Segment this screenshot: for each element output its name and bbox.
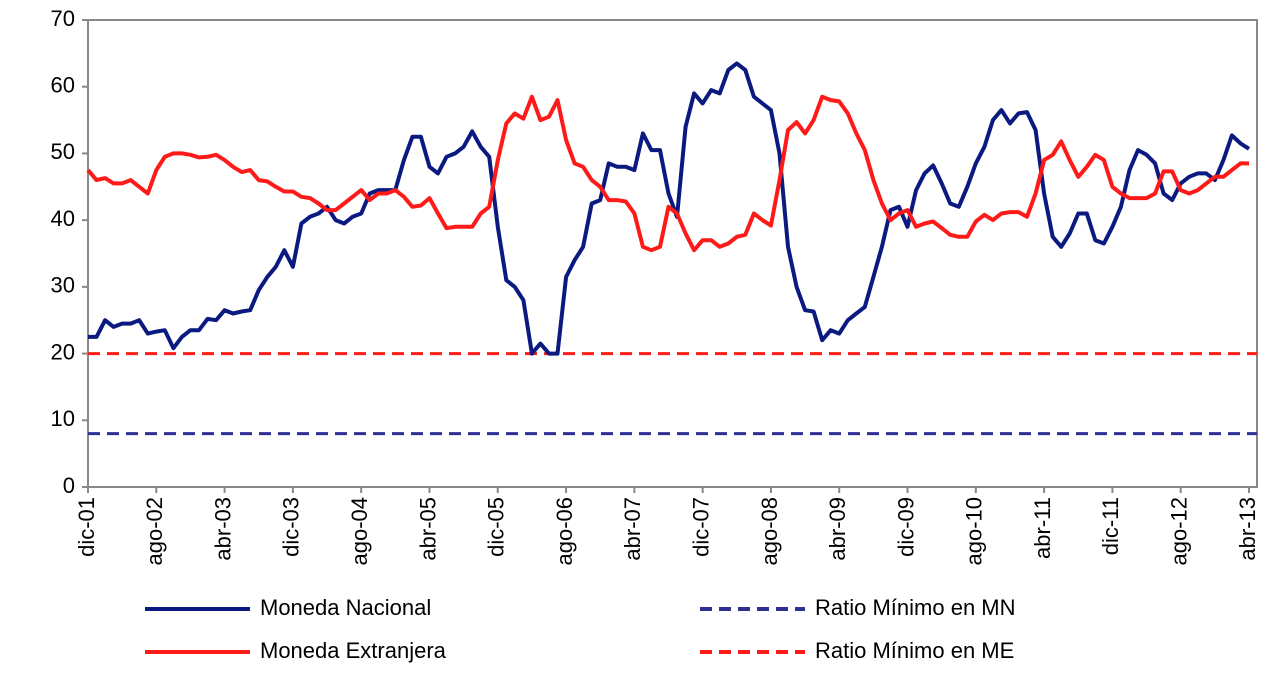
x-tick-label: abr-09	[825, 497, 850, 561]
x-tick-label: dic-05	[484, 497, 509, 557]
x-tick-label: ago-04	[347, 497, 372, 566]
legend-label: Ratio Mínimo en ME	[815, 638, 1014, 663]
y-tick-label: 20	[51, 339, 75, 364]
y-tick-label: 10	[51, 406, 75, 431]
series-line	[86, 94, 1249, 253]
y-tick-label: 70	[51, 6, 75, 31]
x-tick-label: dic-11	[1098, 497, 1123, 555]
y-tick-label: 40	[51, 206, 75, 231]
legend-label: Ratio Mínimo en MN	[815, 595, 1016, 620]
x-tick-label: abr-03	[210, 497, 235, 561]
x-tick-label: abr-05	[415, 497, 440, 561]
series-line	[88, 61, 1251, 356]
x-tick-label: dic-07	[688, 497, 713, 557]
x-tick-label: abr-13	[1235, 497, 1260, 561]
x-tick-label: ago-02	[142, 497, 167, 566]
x-tick-label: dic-01	[74, 497, 99, 557]
y-tick-label: 60	[51, 73, 75, 98]
x-tick-label: dic-03	[279, 497, 304, 557]
legend-label: Moneda Extranjera	[260, 638, 447, 663]
x-tick-label: dic-09	[893, 497, 918, 557]
y-tick-label: 50	[51, 139, 75, 164]
x-tick-label: ago-12	[1167, 497, 1192, 566]
legend-label: Moneda Nacional	[260, 595, 431, 620]
x-tick-label: abr-11	[1030, 497, 1055, 559]
y-tick-label: 0	[63, 473, 75, 498]
x-tick-label: abr-07	[620, 497, 645, 561]
y-tick-label: 30	[51, 273, 75, 298]
plot-frame	[87, 19, 1258, 488]
x-tick-label: ago-06	[552, 497, 577, 566]
x-tick-label: ago-08	[757, 497, 782, 566]
x-tick-label: ago-10	[962, 497, 987, 566]
